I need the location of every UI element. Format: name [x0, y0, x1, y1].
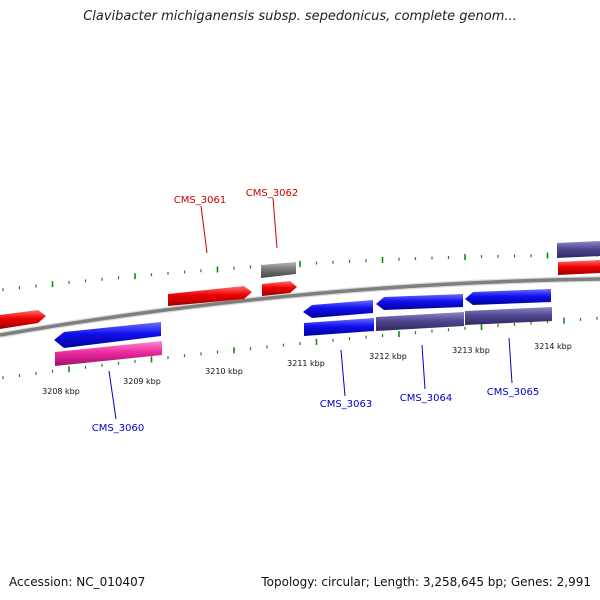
leader-line-cms-3063: [340, 349, 346, 397]
map-title: Clavibacter michiganensis subsp. sepedon…: [83, 9, 517, 24]
backbone-strand: [0, 276, 600, 338]
leader-line-cms-3061: [200, 205, 208, 254]
scale-label-3208: 3208 kbp: [42, 387, 80, 396]
scale-label-3212: 3212 kbp: [369, 352, 407, 361]
lower-tick-track: [2, 316, 598, 380]
gene-label-cms-3062: CMS_3062: [246, 188, 298, 199]
leader-line-cms-3065: [508, 337, 513, 384]
cds-box-cms-3065[interactable]: [465, 307, 552, 325]
accession-label: Accession: NC_010407: [9, 575, 146, 589]
cds-box-cms-3060[interactable]: [55, 341, 162, 366]
gene-label-cms-3064: CMS_3064: [400, 393, 452, 404]
gene-arrow-cms-3061[interactable]: [168, 286, 252, 306]
gene-arrow-left-edge[interactable]: [0, 310, 46, 329]
backbone-strand-core: [0, 277, 600, 337]
gene-arrow-cms-3064[interactable]: [376, 294, 463, 310]
gene-arrow-cms-3060[interactable]: [54, 322, 161, 348]
leader-line-cms-3060: [108, 370, 117, 420]
gene-label-cms-3060: CMS_3060: [92, 423, 144, 434]
gene-label-cms-3061: CMS_3061: [174, 195, 226, 206]
scale-label-3211: 3211 kbp: [287, 359, 325, 368]
leader-line-cms-3064: [421, 344, 426, 390]
scale-label-3214: 3214 kbp: [534, 342, 572, 351]
leader-line-cms-3062: [272, 197, 278, 249]
upper-tick-track: [2, 252, 598, 292]
gene-arrow-cms-3063[interactable]: [303, 300, 373, 318]
cds-box-right-edge[interactable]: [557, 241, 600, 258]
scale-label-3209: 3209 kbp: [123, 377, 161, 386]
scale-label-3210: 3210 kbp: [205, 367, 243, 376]
scale-label-3213: 3213 kbp: [452, 346, 490, 355]
gene-arrow-cms-3065[interactable]: [465, 289, 551, 305]
gene-arrow-right-edge[interactable]: [558, 260, 600, 275]
gene-label-cms-3065: CMS_3065: [487, 387, 539, 398]
cds-box-cms-3063[interactable]: [304, 318, 374, 336]
topology-summary: Topology: circular; Length: 3,258,645 bp…: [261, 575, 591, 589]
gene-arrow-cms-3062[interactable]: [262, 281, 297, 296]
gene-label-cms-3063: CMS_3063: [320, 399, 372, 410]
cds-box-cms-3062[interactable]: [261, 262, 296, 278]
cds-box-cms-3064[interactable]: [376, 312, 464, 331]
